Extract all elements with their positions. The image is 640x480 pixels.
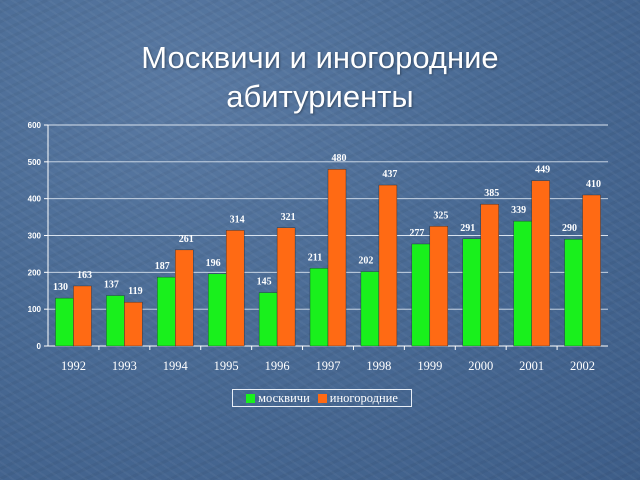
y-tick-label: 100 [28, 305, 42, 314]
data-label-nonresident: 314 [230, 214, 245, 225]
bar-moscow [309, 268, 329, 347]
bar-moscow [564, 238, 583, 347]
data-label-moscow: 277 [409, 228, 424, 239]
x-tick-label: 1994 [163, 359, 189, 373]
chart-legend: москвичи иногородние [232, 389, 412, 407]
legend-label-moscow: москвичи [258, 390, 310, 405]
y-tick-label: 300 [28, 232, 42, 241]
bar-moscow [55, 297, 74, 347]
bar-moscow [513, 220, 532, 347]
bar-moscow [258, 292, 278, 347]
data-label-nonresident: 385 [484, 188, 499, 199]
data-label-nonresident: 321 [281, 212, 296, 223]
y-tick-label: 600 [28, 121, 42, 130]
bar-nonresident [378, 184, 398, 347]
data-label-nonresident: 410 [586, 179, 601, 190]
bar-moscow [106, 295, 125, 347]
data-label-moscow: 130 [53, 282, 68, 293]
x-tick-label: 2002 [570, 359, 595, 373]
data-label-moscow: 145 [257, 277, 272, 288]
data-label-moscow: 291 [460, 223, 475, 234]
y-tick-label: 400 [28, 195, 42, 204]
data-label-nonresident: 163 [77, 270, 92, 281]
legend-swatch-moscow [246, 393, 256, 403]
data-label-nonresident: 261 [179, 234, 194, 245]
bar-nonresident [124, 301, 143, 347]
bar-moscow [462, 238, 481, 347]
x-tick-label: 2001 [519, 359, 544, 373]
x-tick-label: 1992 [61, 359, 86, 373]
slide-title: Москвичи и иногородние абитуриенты [0, 38, 640, 116]
title-line-2: абитуриенты [226, 79, 414, 114]
x-tick-label: 1993 [112, 359, 137, 373]
bar-nonresident [429, 226, 449, 347]
x-tick-label: 1998 [366, 359, 391, 373]
data-label-moscow: 137 [104, 280, 119, 291]
x-tick-label: 2000 [468, 359, 493, 373]
bar-nonresident [73, 285, 92, 347]
y-tick-label: 200 [28, 268, 42, 277]
data-label-nonresident: 449 [535, 165, 550, 176]
bar-nonresident [582, 194, 601, 347]
y-tick-label: 0 [37, 342, 42, 351]
data-label-moscow: 187 [155, 261, 170, 272]
bar-nonresident [480, 203, 499, 347]
legend-swatch-nonresident [317, 393, 327, 403]
data-label-moscow: 202 [358, 256, 373, 267]
data-label-moscow: 196 [206, 258, 221, 269]
bar-nonresident [531, 180, 550, 347]
data-label-nonresident: 437 [382, 169, 397, 180]
bar-nonresident [225, 230, 245, 347]
x-tick-label: 1996 [265, 359, 290, 373]
bar-moscow [157, 276, 176, 347]
legend-item-moscow: москвичи [246, 391, 310, 406]
bar-moscow [411, 243, 431, 347]
data-label-nonresident: 119 [128, 286, 142, 297]
legend-item-nonresident: иногородние [317, 390, 398, 406]
data-label-nonresident: 480 [332, 153, 347, 164]
x-tick-label: 1995 [214, 359, 239, 373]
data-label-moscow: 211 [308, 252, 322, 263]
legend-label-nonresident: иногородние [329, 390, 398, 405]
bar-moscow [360, 271, 380, 347]
x-tick-label: 1999 [417, 359, 442, 373]
x-tick-label: 1997 [316, 359, 341, 373]
bar-nonresident [327, 168, 347, 347]
data-label-moscow: 290 [562, 223, 577, 234]
y-tick-label: 500 [28, 158, 42, 167]
data-label-moscow: 339 [511, 205, 526, 216]
bar-moscow [207, 273, 227, 347]
bar-nonresident [175, 249, 194, 347]
data-label-nonresident: 325 [433, 210, 448, 221]
title-line-1: Москвичи и иногородние [141, 40, 499, 75]
bar-nonresident [276, 227, 296, 347]
